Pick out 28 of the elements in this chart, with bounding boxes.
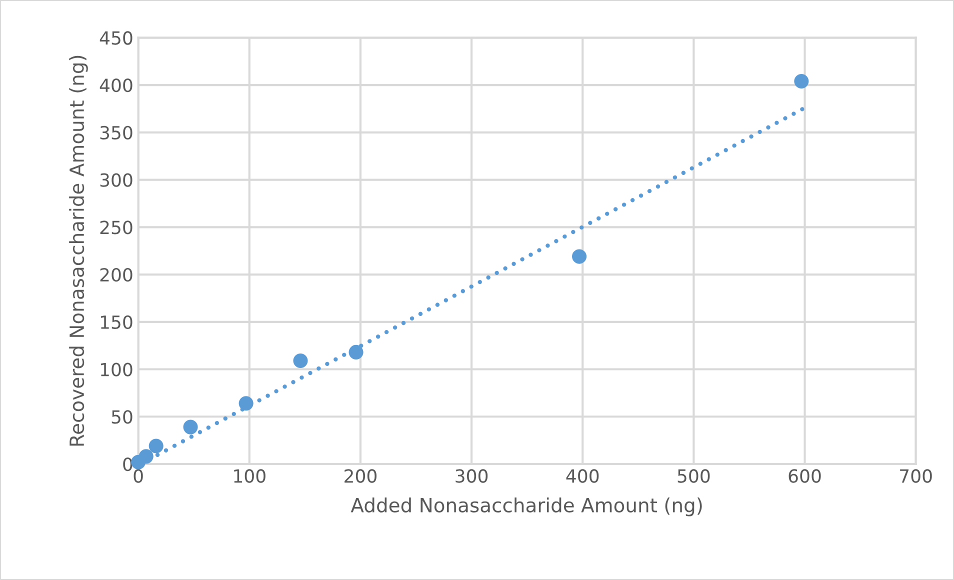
y-tick-label: 400 (100, 78, 132, 92)
y-tick-label: 50 (112, 410, 132, 424)
point (293, 353, 308, 368)
point (572, 249, 587, 264)
x-tick-label: 300 (456, 469, 488, 483)
point (183, 420, 198, 434)
y-tick-label: 250 (100, 220, 132, 234)
point (348, 344, 364, 360)
x-tick-label: 400 (566, 469, 599, 483)
y-tick-label: 350 (100, 126, 132, 140)
x-tick-label: 200 (344, 469, 377, 483)
x-tick-label: 600 (788, 469, 821, 483)
point (138, 449, 154, 464)
x-tick-label: 700 (900, 469, 932, 483)
x-axis-title: Added Nonasaccharide Amount (ng) (350, 497, 702, 516)
point (794, 74, 809, 89)
y-axis-title: Recovered Nonasaccharide Amount (ng) (69, 56, 88, 446)
x-tick-label: 500 (678, 469, 710, 483)
point (238, 396, 254, 411)
y-tick-label: 100 (100, 362, 132, 376)
y-tick-label: 300 (100, 173, 132, 187)
y-tick-label: 200 (100, 268, 132, 282)
x-tick-label: 0 (134, 469, 143, 483)
y-tick-label: 450 (100, 31, 132, 45)
y-tick-label: 150 (100, 315, 132, 330)
x-tick-label: 100 (234, 469, 266, 483)
y-tick-label: 0 (123, 457, 132, 472)
point (148, 438, 164, 454)
